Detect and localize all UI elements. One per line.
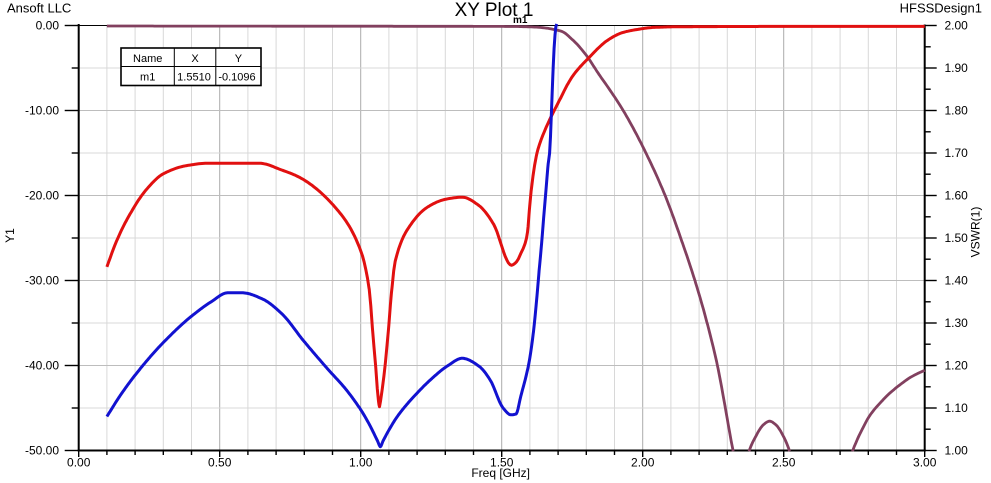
svg-text:-0.1096: -0.1096 bbox=[218, 71, 255, 83]
svg-text:1.60: 1.60 bbox=[945, 189, 969, 203]
svg-text:-10.00: -10.00 bbox=[25, 104, 59, 118]
svg-text:3.00: 3.00 bbox=[913, 456, 937, 470]
svg-text:1.50: 1.50 bbox=[490, 456, 514, 470]
svg-text:1.00: 1.00 bbox=[349, 456, 373, 470]
svg-text:1.50: 1.50 bbox=[945, 231, 969, 245]
svg-text:Y1: Y1 bbox=[3, 228, 17, 243]
svg-text:VSWR(1): VSWR(1) bbox=[969, 207, 983, 258]
svg-text:1.80: 1.80 bbox=[945, 104, 969, 118]
svg-text:1.70: 1.70 bbox=[945, 146, 969, 160]
svg-text:2.00: 2.00 bbox=[631, 456, 655, 470]
svg-text:1.5510: 1.5510 bbox=[177, 71, 211, 83]
svg-text:1.00: 1.00 bbox=[945, 444, 969, 458]
svg-text:-40.00: -40.00 bbox=[25, 359, 59, 373]
svg-text:0.00: 0.00 bbox=[36, 19, 60, 33]
svg-text:-30.00: -30.00 bbox=[25, 274, 59, 288]
svg-text:1.10: 1.10 bbox=[945, 401, 969, 415]
svg-text:Y: Y bbox=[235, 53, 243, 65]
svg-text:0.50: 0.50 bbox=[208, 456, 232, 470]
svg-text:1.90: 1.90 bbox=[945, 61, 969, 75]
svg-text:-20.00: -20.00 bbox=[25, 189, 59, 203]
svg-text:2.00: 2.00 bbox=[945, 19, 969, 33]
svg-text:1.40: 1.40 bbox=[945, 274, 969, 288]
svg-text:m1: m1 bbox=[140, 71, 155, 83]
svg-text:XY Plot 1: XY Plot 1 bbox=[455, 0, 534, 21]
svg-text:1.30: 1.30 bbox=[945, 316, 969, 330]
svg-text:HFSSDesign1: HFSSDesign1 bbox=[900, 1, 982, 16]
svg-text:Name: Name bbox=[133, 53, 162, 65]
svg-text:1.20: 1.20 bbox=[945, 359, 969, 373]
svg-text:m1: m1 bbox=[513, 15, 528, 26]
svg-text:2.50: 2.50 bbox=[772, 456, 796, 470]
svg-text:Freq [GHz]: Freq [GHz] bbox=[471, 466, 530, 480]
svg-text:X: X bbox=[191, 53, 199, 65]
svg-text:-50.00: -50.00 bbox=[25, 444, 59, 458]
svg-text:0.00: 0.00 bbox=[67, 456, 91, 470]
svg-text:Ansoft LLC: Ansoft LLC bbox=[7, 1, 71, 16]
